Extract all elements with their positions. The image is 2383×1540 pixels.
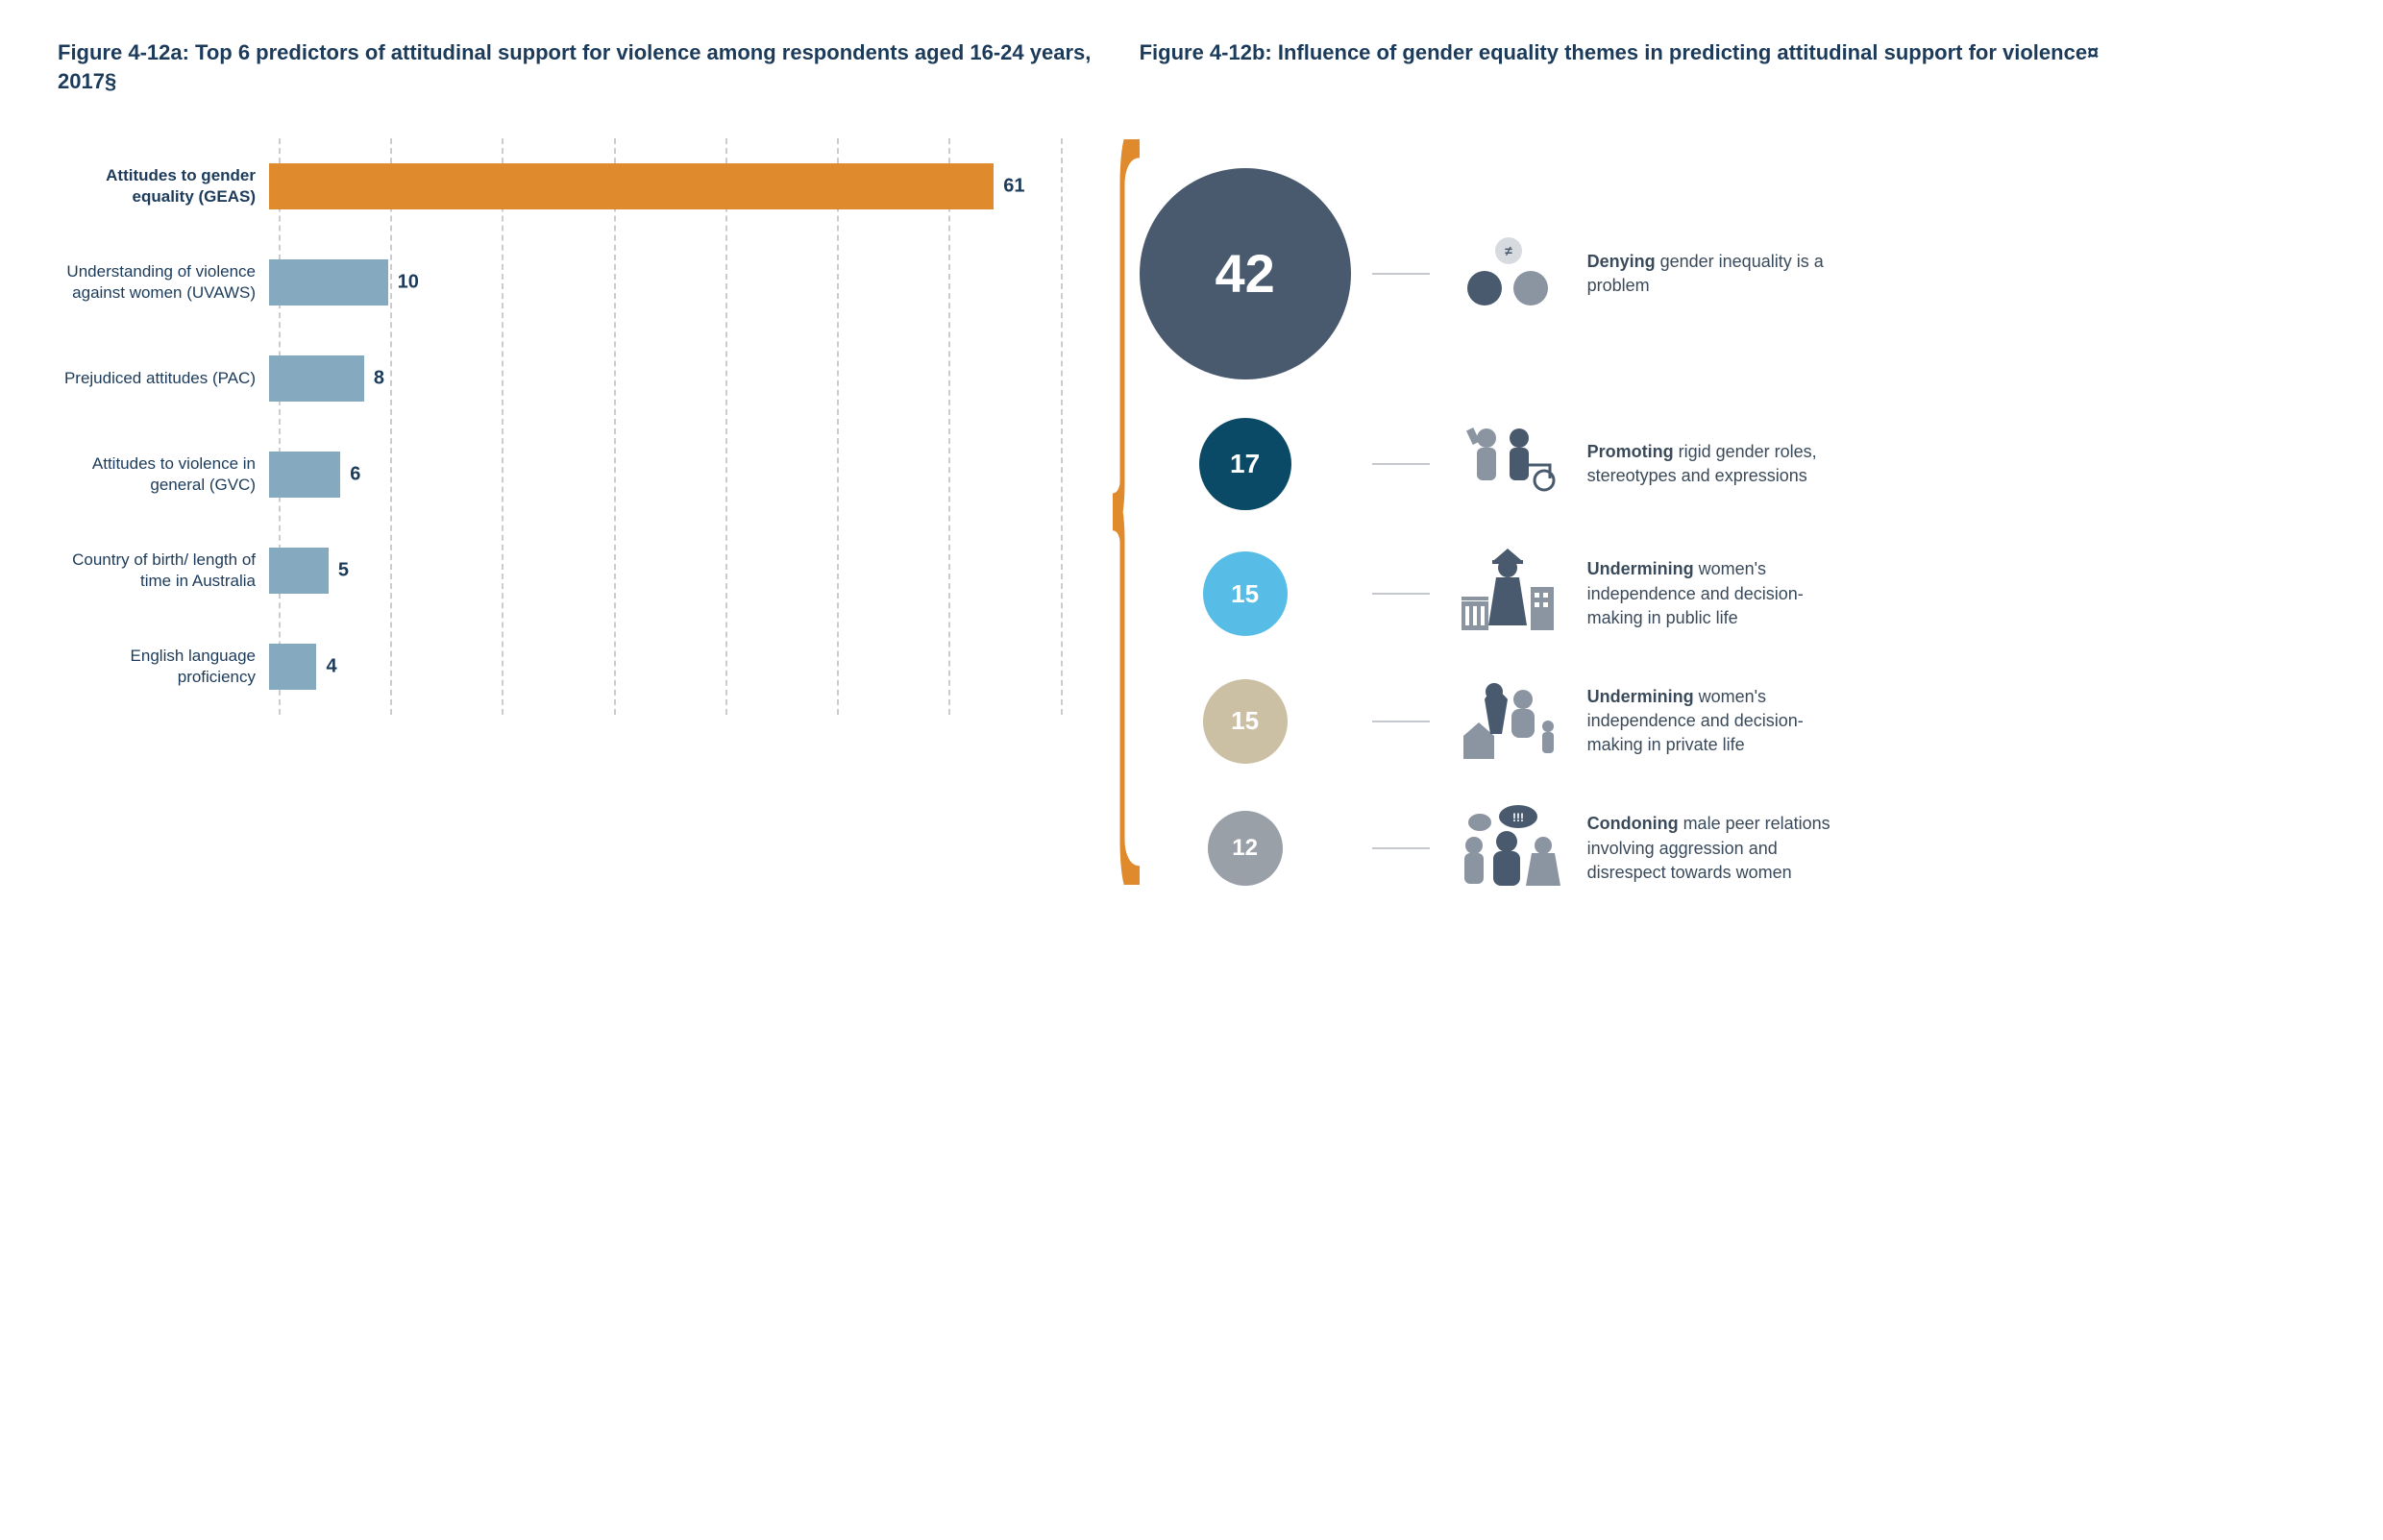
private-icon	[1451, 678, 1566, 765]
bubble-connector	[1372, 463, 1430, 465]
bubble-text: Condoning male peer relations involving …	[1587, 812, 1837, 885]
bar-rows: Attitudes to gender equality (GEAS) 61 Und…	[58, 138, 1101, 715]
bubble: 15	[1203, 551, 1288, 636]
bubble-row: 17 Promoting rigid gender roles, stereot…	[1140, 418, 2325, 510]
bar-track: 8	[269, 355, 1101, 402]
right-title: Figure 4-12b: Influence of gender equali…	[1140, 38, 2325, 67]
bubble-text: Undermining women's independence and dec…	[1587, 685, 1837, 758]
bar-label: English language proficiency	[58, 646, 269, 688]
bubble-row: 42 ≠ Denying gender inequality is a prob…	[1140, 168, 2325, 379]
bubble: 15	[1203, 679, 1288, 764]
bar-value: 61	[994, 176, 1024, 198]
public-icon	[1451, 549, 1566, 640]
bar-row: Understanding of violence against women …	[58, 234, 1101, 330]
bar-track: 61	[269, 163, 1101, 209]
bubble-text: Undermining women's independence and dec…	[1587, 557, 1837, 630]
bubble-text-bold: Undermining	[1587, 687, 1694, 706]
bubble-row: 15 Undermining women's independence and …	[1140, 549, 2325, 640]
bubble-connector	[1372, 721, 1430, 722]
bar-row: English language proficiency 4	[58, 619, 1101, 715]
bar-chart: Attitudes to gender equality (GEAS) 61 Und…	[58, 138, 1101, 715]
bar-track: 5	[269, 548, 1101, 594]
bubble-row: 15 Undermining women's independence and …	[1140, 678, 2325, 765]
bar-row: Attitudes to gender equality (GEAS) 61	[58, 138, 1101, 234]
bar-value: 5	[329, 560, 349, 582]
bar-label: Attitudes to violence in general (GVC)	[58, 453, 269, 496]
right-panel: Figure 4-12b: Influence of gender equali…	[1140, 38, 2325, 894]
bar-row: Attitudes to violence in general (GVC) 6	[58, 427, 1101, 523]
svg-text:≠: ≠	[1505, 243, 1512, 258]
bar	[269, 452, 340, 498]
bar	[269, 259, 388, 306]
bubble: 17	[1199, 418, 1291, 510]
bar-value: 6	[340, 464, 360, 486]
bubble-slot: 15	[1140, 551, 1351, 636]
left-title: Figure 4-12a: Top 6 predictors of attitu…	[58, 38, 1101, 95]
bar	[269, 644, 316, 690]
bubble-row: 12 !!! Condoning male peer relations inv…	[1140, 803, 2325, 894]
peers-icon: !!!	[1451, 803, 1566, 894]
svg-text:!!!: !!!	[1512, 811, 1524, 824]
bar-track: 4	[269, 644, 1101, 690]
bubble: 12	[1208, 811, 1283, 886]
bubble-slot: 12	[1140, 811, 1351, 886]
bubble-slot: 15	[1140, 679, 1351, 764]
bar	[269, 163, 994, 209]
bubble-slot: 17	[1140, 418, 1351, 510]
bar-label: Country of birth/ length of time in Aust…	[58, 550, 269, 592]
bar	[269, 355, 364, 402]
bubble: 42	[1140, 168, 1351, 379]
left-panel: Figure 4-12a: Top 6 predictors of attitu…	[58, 38, 1101, 894]
bar-track: 10	[269, 259, 1101, 306]
bar-label: Understanding of violence against women …	[58, 261, 269, 304]
bar-value: 8	[364, 368, 384, 390]
bubble-connector	[1372, 593, 1430, 595]
bar-label: Attitudes to gender equality (GEAS)	[58, 165, 269, 208]
inequality-icon: ≠	[1451, 235, 1566, 312]
bar-label: Prejudiced attitudes (PAC)	[58, 368, 269, 389]
bubble-text-bold: Promoting	[1587, 442, 1674, 461]
bar-row: Country of birth/ length of time in Aust…	[58, 523, 1101, 619]
bar	[269, 548, 329, 594]
bar-row: Prejudiced attitudes (PAC) 8	[58, 330, 1101, 427]
bubble-text: Promoting rigid gender roles, stereotype…	[1587, 440, 1837, 488]
bubble-text: Denying gender inequality is a problem	[1587, 250, 1837, 298]
bubble-text-bold: Denying	[1587, 252, 1656, 271]
roles-icon	[1451, 421, 1566, 507]
bar-track: 6	[269, 452, 1101, 498]
figure-container: Figure 4-12a: Top 6 predictors of attitu…	[58, 38, 2325, 894]
bubble-text-bold: Condoning	[1587, 814, 1679, 833]
bar-value: 4	[316, 656, 336, 678]
bubble-list: 42 ≠ Denying gender inequality is a prob…	[1140, 168, 2325, 894]
bar-value: 10	[388, 272, 419, 294]
bracket-connector	[1113, 139, 1140, 885]
bubble-slot: 42	[1140, 168, 1351, 379]
bubble-connector	[1372, 273, 1430, 275]
bubble-text-bold: Undermining	[1587, 559, 1694, 578]
bubble-connector	[1372, 847, 1430, 849]
